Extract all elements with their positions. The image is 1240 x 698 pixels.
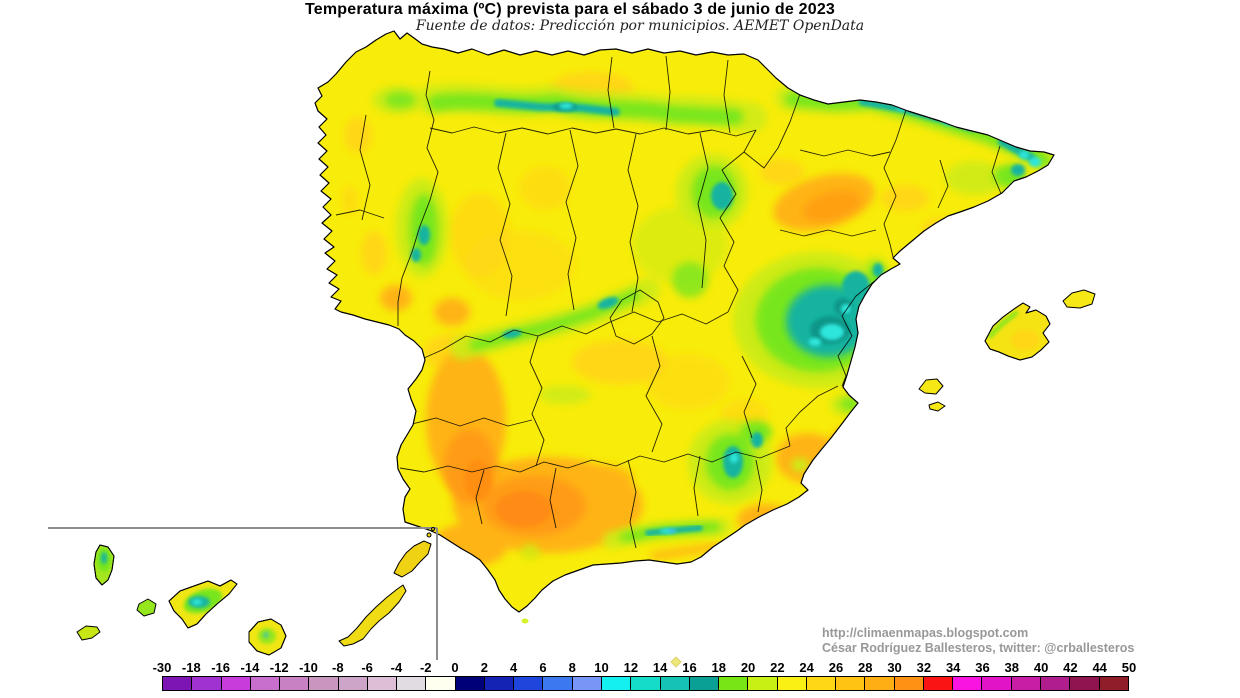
colorbar-cell (893, 676, 924, 691)
colorbar-tick-label: 12 (623, 660, 639, 675)
colorbar-cell (571, 676, 602, 691)
colorbar-tick-label: -8 (332, 660, 344, 675)
colorbar-cell (249, 676, 281, 691)
colorbar-cell (835, 676, 866, 691)
colorbar-tick-label: -18 (181, 660, 201, 675)
colorbar-tick-label: 16 (682, 660, 697, 675)
island-el-hierro (76, 625, 101, 641)
colorbar-cell (981, 676, 1012, 691)
colorbar-cell (922, 676, 954, 691)
colorbar-tick-label: 40 (1033, 660, 1049, 675)
colorbar-tick-label: 28 (858, 660, 873, 675)
colorbar-cell (162, 676, 193, 691)
island-ibiza (918, 378, 944, 395)
colorbar-cell (279, 676, 310, 691)
colorbar-tick-label: 26 (828, 660, 844, 675)
colorbar-cell (688, 676, 720, 691)
colorbar-cell (396, 676, 427, 691)
colorbar-tick-label: 0 (451, 660, 459, 675)
colorbar-cell (600, 676, 632, 691)
colorbar-cell (542, 676, 573, 691)
colorbar-cell (952, 676, 983, 691)
colorbar-tick-label: 4 (510, 660, 518, 675)
credits-url: http://climaenmapas.blogspot.com (822, 626, 1029, 640)
island-la-gomera (136, 598, 157, 617)
colorbar-cell (337, 676, 368, 691)
page-title: Temperatura máxima (ºC) prevista para el… (304, 1, 836, 18)
colorbar-cell (630, 676, 661, 691)
colorbar-tick-label: 34 (945, 660, 961, 675)
colorbar-tick-label: 8 (568, 660, 576, 675)
colorbar-tick-label: 22 (770, 660, 785, 675)
colorbar-cell (1069, 676, 1100, 691)
colorbar-cell (308, 676, 339, 691)
colorbar-tick-label: 50 (1121, 660, 1137, 675)
colorbar-cell (454, 676, 485, 691)
colorbar-cell (659, 676, 690, 691)
colorbar-tick-label: 6 (539, 660, 547, 675)
colorbar-tick-label: 14 (652, 660, 668, 675)
colorbar-tick-label: -6 (361, 660, 373, 675)
colorbar-tick-label: 20 (740, 660, 756, 675)
colorbar-cell (425, 676, 456, 691)
island-formentera (928, 401, 946, 412)
colorbar-tick-label: 2 (480, 660, 488, 675)
island-lanzarote (393, 540, 432, 578)
colorbar-cell (776, 676, 807, 691)
colorbar-tick-label: 42 (1063, 660, 1078, 675)
colorbar-tick-label: 24 (799, 660, 814, 675)
colorbar-tick-label: -4 (390, 660, 403, 675)
colorbar-tick-label: -12 (269, 660, 289, 675)
colorbar (162, 676, 1129, 691)
colorbar-cell (1039, 676, 1071, 691)
colorbar-tick-label: -16 (211, 660, 230, 675)
island-menorca (1062, 289, 1096, 309)
colorbar-tick-label: -10 (299, 660, 318, 675)
credits-author: César Rodríguez Ballesteros, twitter: @c… (822, 640, 1135, 655)
islet-dot (521, 618, 529, 624)
colorbar-tick-label: -2 (419, 660, 432, 675)
province-borders (335, 55, 1003, 549)
colorbar-tick-label: 32 (916, 660, 932, 675)
colorbar-cell (220, 676, 251, 691)
colorbar-cell (513, 676, 544, 691)
balearic-islands (918, 289, 1096, 412)
colorbar-tick-label: 44 (1092, 660, 1107, 675)
colorbar-labels: -30 -18 -16 -14 -12 -10 -8 -6 -4 -2 0 2 4 6 8 10 12 14 16 1… (153, 660, 1137, 675)
page-subtitle: Fuente de datos: Predicción por municipi… (415, 18, 865, 34)
canary-inset (48, 527, 438, 660)
colorbar-cell (483, 676, 515, 691)
colorbar-cell (864, 676, 895, 691)
colorbar-cell (718, 676, 749, 691)
colorbar-tick-label: -30 (152, 660, 172, 675)
credits: http://climaenmapas.blogspot.com César R… (822, 626, 1134, 655)
colorbar-cell (191, 676, 222, 691)
colorbar-tick-label: 10 (594, 660, 609, 675)
mainland-spain (314, 30, 1055, 624)
colorbar-cell (366, 676, 398, 691)
colorbar-tick-label: -14 (240, 660, 260, 675)
colorbar-tick-label: 38 (1004, 660, 1020, 675)
colorbar-tick-label: 18 (711, 660, 726, 675)
colorbar-cell (747, 676, 778, 691)
colorbar-tick-label: 30 (887, 660, 902, 675)
inset-border (48, 527, 438, 660)
colorbar-cell (805, 676, 837, 691)
island-fuerteventura (338, 584, 407, 647)
colorbar-cell (1010, 676, 1041, 691)
colorbar-cell (1098, 676, 1129, 691)
colorbar-tick-label: 36 (975, 660, 990, 675)
